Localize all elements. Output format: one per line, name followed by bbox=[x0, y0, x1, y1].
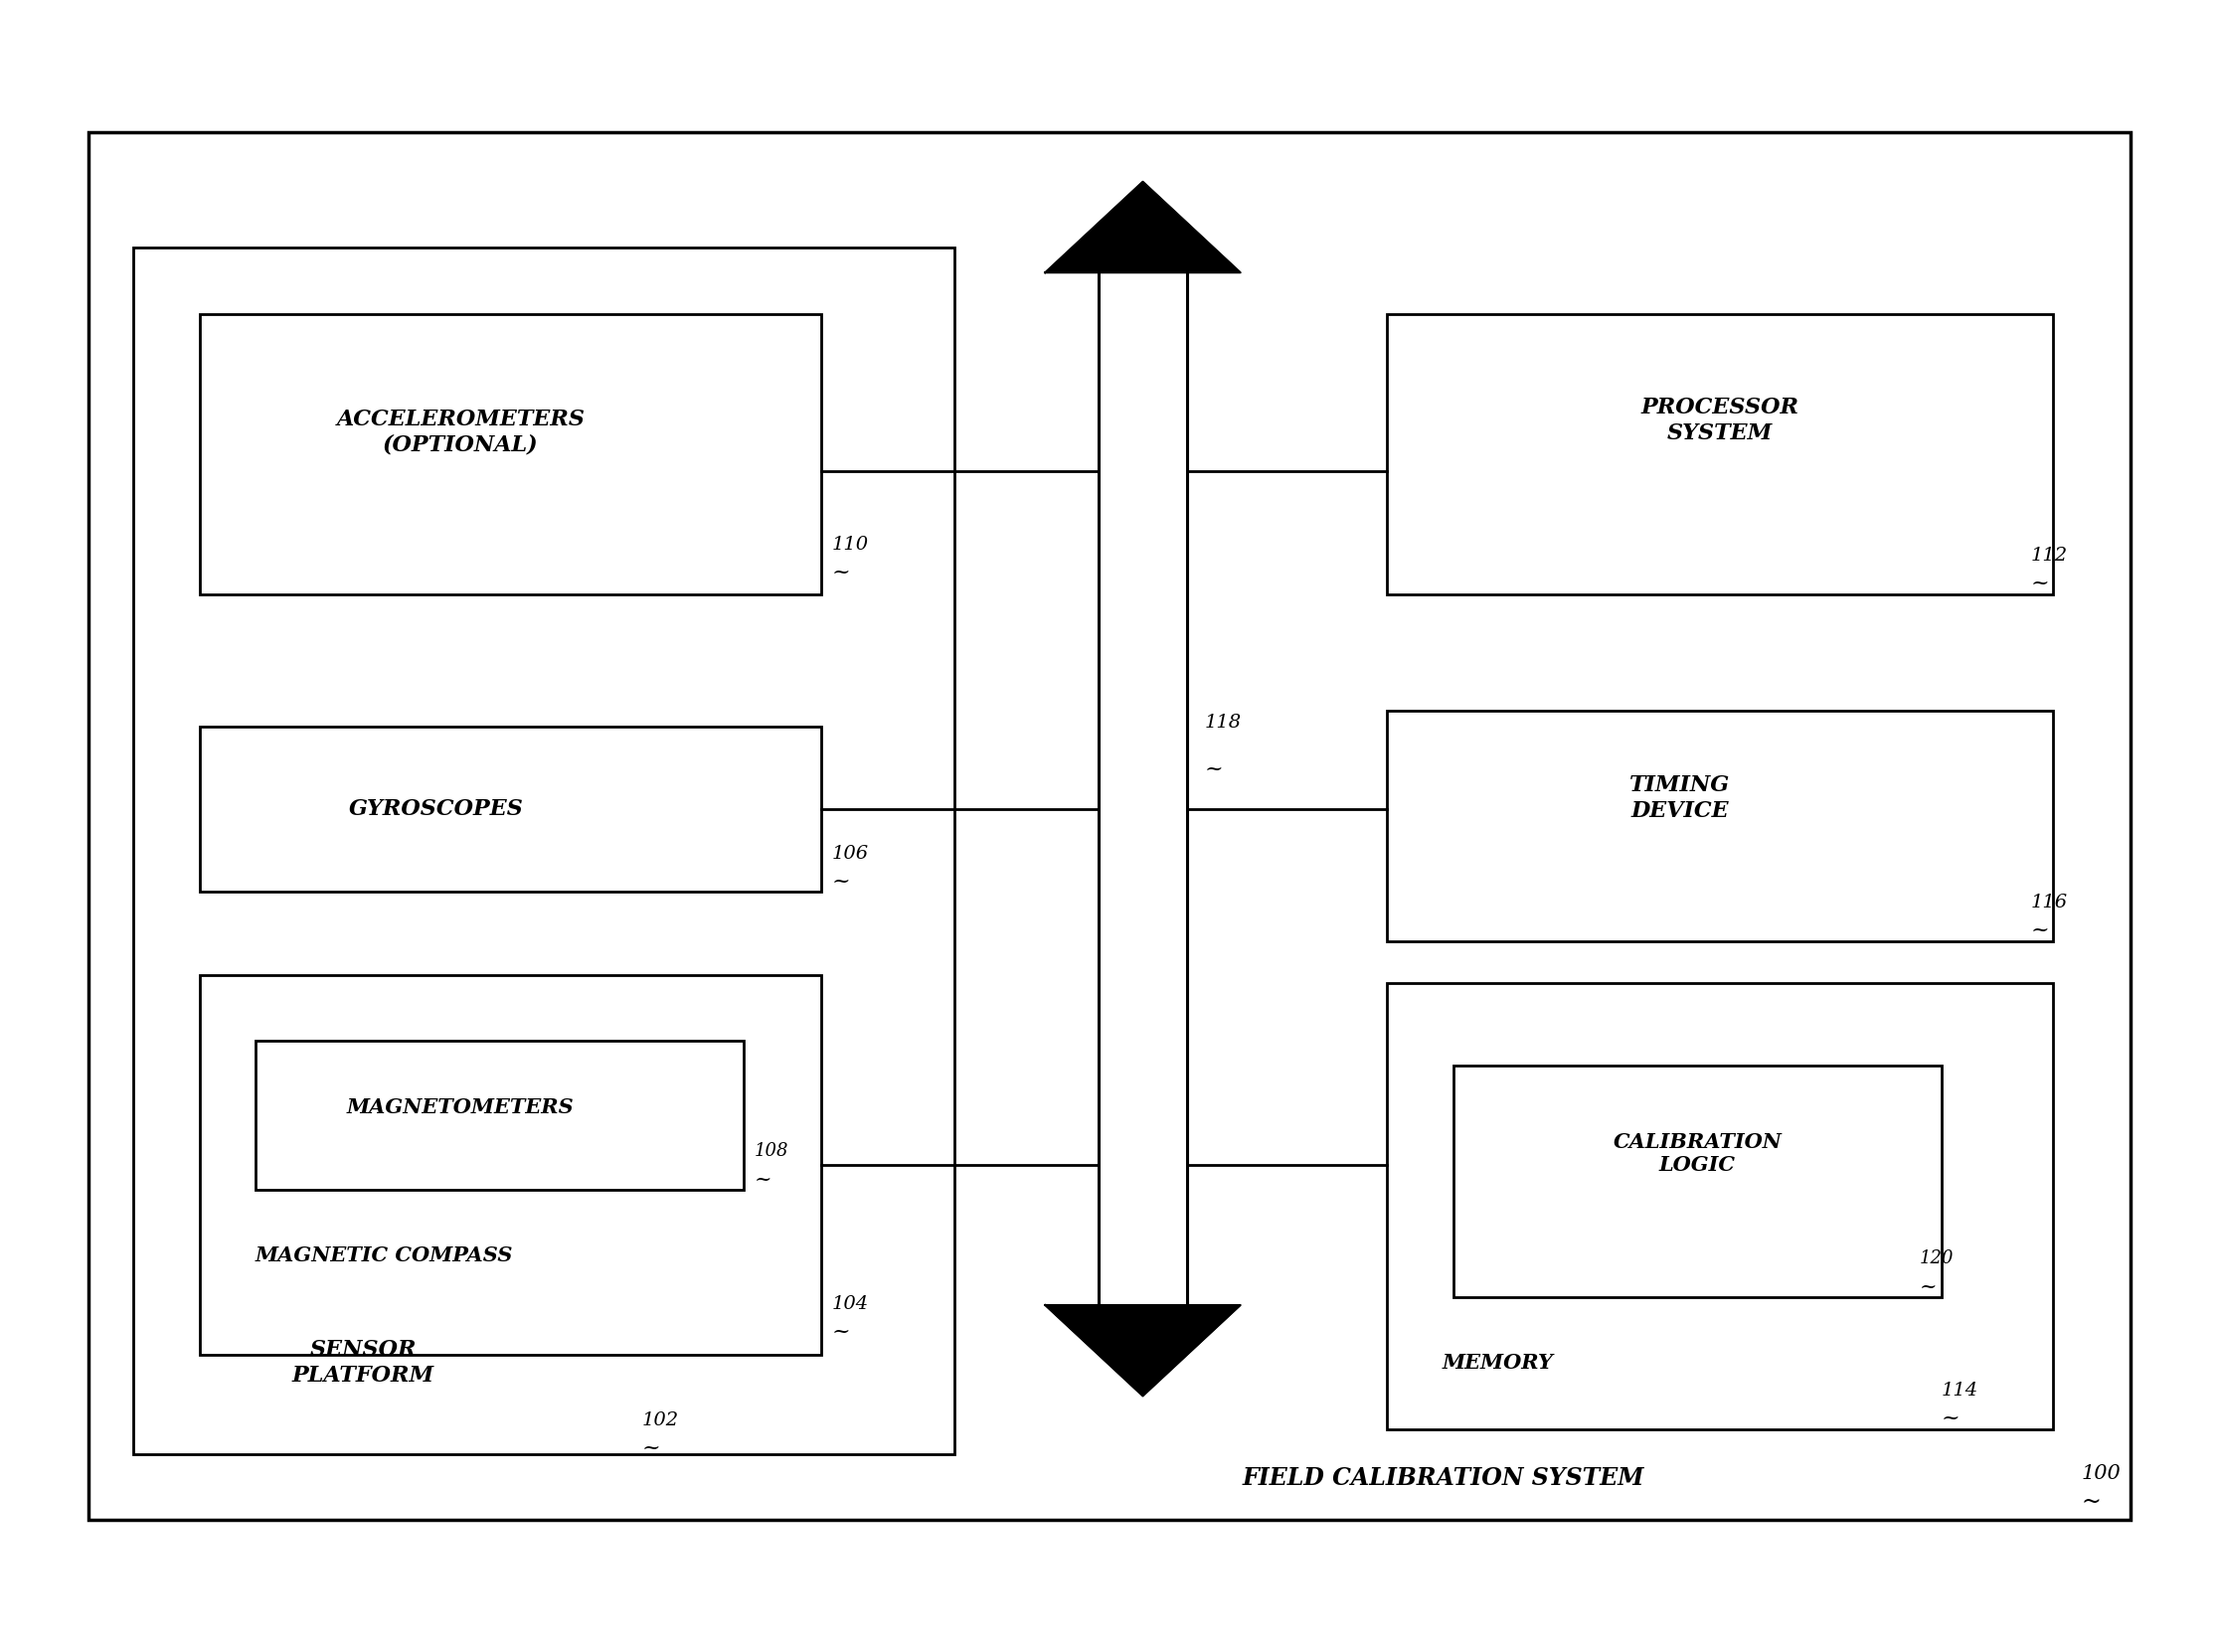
Text: 100: 100 bbox=[2081, 1465, 2121, 1483]
Text: PROCESSOR
SYSTEM: PROCESSOR SYSTEM bbox=[1640, 396, 1800, 444]
Text: ~: ~ bbox=[2081, 1490, 2101, 1513]
Polygon shape bbox=[1045, 1305, 1240, 1396]
Text: 120: 120 bbox=[1919, 1249, 1953, 1267]
Text: TIMING
DEVICE: TIMING DEVICE bbox=[1629, 775, 1731, 821]
Text: 110: 110 bbox=[832, 535, 870, 553]
Text: FIELD CALIBRATION SYSTEM: FIELD CALIBRATION SYSTEM bbox=[1243, 1467, 1644, 1490]
Bar bbox=[1387, 314, 2053, 595]
Text: MAGNETIC COMPASS: MAGNETIC COMPASS bbox=[255, 1246, 513, 1265]
Bar bbox=[1387, 983, 2053, 1429]
Bar bbox=[200, 314, 821, 595]
Text: ACCELEROMETERS
(OPTIONAL): ACCELEROMETERS (OPTIONAL) bbox=[337, 408, 586, 456]
Text: 106: 106 bbox=[832, 844, 870, 862]
Bar bbox=[89, 132, 2130, 1520]
Text: 108: 108 bbox=[754, 1142, 788, 1160]
Text: ~: ~ bbox=[2030, 573, 2048, 595]
Text: ~: ~ bbox=[754, 1171, 772, 1189]
Text: ~: ~ bbox=[1205, 758, 1223, 780]
Text: 104: 104 bbox=[832, 1295, 870, 1313]
Text: MAGNETOMETERS: MAGNETOMETERS bbox=[346, 1097, 575, 1118]
Text: ~: ~ bbox=[832, 562, 850, 583]
Bar bbox=[200, 727, 821, 892]
Bar bbox=[133, 248, 954, 1454]
Polygon shape bbox=[1045, 182, 1240, 273]
Text: 114: 114 bbox=[1942, 1381, 1979, 1399]
Bar bbox=[1453, 1066, 1942, 1297]
Text: 118: 118 bbox=[1205, 714, 1243, 732]
Text: ~: ~ bbox=[641, 1437, 661, 1459]
Text: 102: 102 bbox=[641, 1411, 679, 1429]
Bar bbox=[200, 975, 821, 1355]
Bar bbox=[1387, 710, 2053, 942]
Text: 116: 116 bbox=[2030, 894, 2068, 912]
Bar bbox=[255, 1041, 743, 1189]
Text: ~: ~ bbox=[1942, 1408, 1959, 1429]
Text: ~: ~ bbox=[832, 871, 850, 892]
Text: ~: ~ bbox=[1919, 1279, 1937, 1297]
Text: 112: 112 bbox=[2030, 547, 2068, 565]
Text: ~: ~ bbox=[832, 1322, 850, 1343]
Text: CALIBRATION
LOGIC: CALIBRATION LOGIC bbox=[1613, 1132, 1782, 1175]
Text: GYROSCOPES: GYROSCOPES bbox=[348, 798, 524, 821]
Text: MEMORY: MEMORY bbox=[1442, 1353, 1553, 1373]
Text: ~: ~ bbox=[2030, 920, 2048, 942]
Text: SENSOR
PLATFORM: SENSOR PLATFORM bbox=[293, 1340, 435, 1386]
